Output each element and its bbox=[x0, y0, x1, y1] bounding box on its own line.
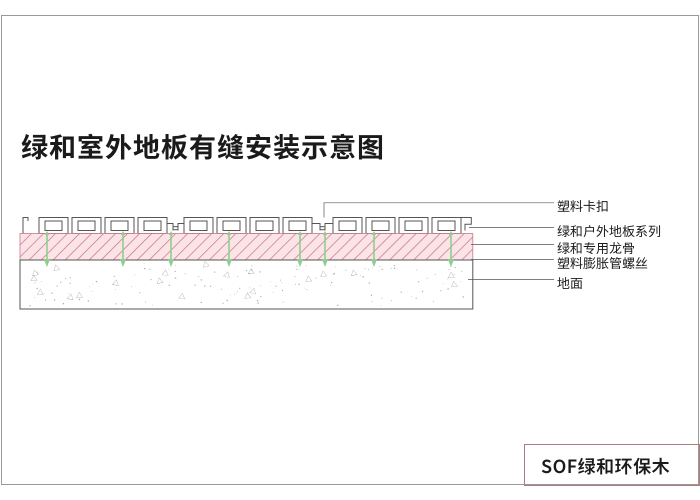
svg-text:△: △ bbox=[248, 267, 255, 277]
svg-text:△: △ bbox=[76, 291, 83, 301]
svg-text:△: △ bbox=[319, 269, 327, 280]
svg-text:△: △ bbox=[305, 274, 313, 285]
svg-text:△: △ bbox=[447, 271, 455, 281]
svg-text:△: △ bbox=[36, 288, 43, 298]
svg-text:△: △ bbox=[178, 292, 186, 303]
svg-text:△: △ bbox=[450, 279, 458, 290]
svg-text:△: △ bbox=[162, 268, 170, 278]
